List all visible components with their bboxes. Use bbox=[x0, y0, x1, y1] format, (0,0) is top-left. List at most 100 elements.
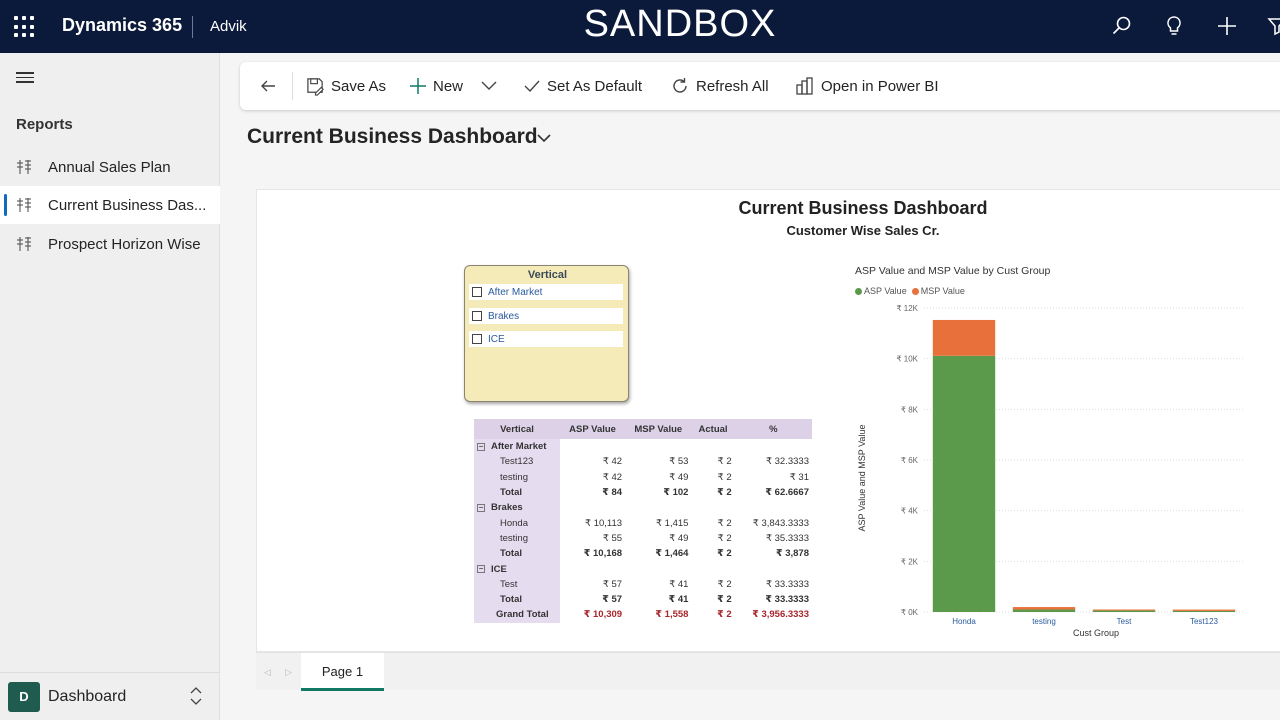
checkbox[interactable] bbox=[472, 311, 482, 321]
table-cell: ₹ 1,464 bbox=[655, 548, 689, 560]
save-as-icon bbox=[307, 77, 324, 96]
add-icon[interactable] bbox=[1215, 14, 1239, 38]
bar-asp-test bbox=[1092, 610, 1156, 612]
chart-plot: ₹ 0K ₹ 2K ₹ 4K ₹ 6K ₹ 8K ₹ 10K ₹ 12K Honda testi… bbox=[857, 304, 1244, 638]
slicer-option-brakes[interactable]: Brakes bbox=[469, 308, 623, 324]
legend-swatch-msp bbox=[911, 287, 919, 295]
chart-title: ASP Value and MSP Value by Cust Group bbox=[855, 265, 1051, 277]
row-label[interactable]: − After Market bbox=[474, 439, 560, 455]
tab-next-icon[interactable]: ▷ bbox=[285, 667, 292, 677]
report-icon bbox=[17, 160, 31, 174]
bar-msp-test123 bbox=[1172, 609, 1236, 611]
table-cell: ₹ 41 bbox=[668, 594, 689, 606]
area-switcher[interactable]: D Dashboard bbox=[0, 672, 220, 720]
chevron-down-icon[interactable] bbox=[480, 80, 498, 92]
bar-msp-honda bbox=[932, 319, 996, 356]
row-label: Test123 bbox=[474, 454, 560, 470]
set-as-default-label: Set As Default bbox=[547, 77, 643, 95]
table-cell: ₹ 10,113 bbox=[585, 517, 623, 529]
table-cell bbox=[735, 439, 812, 454]
slicer-option-label: After Market bbox=[488, 286, 543, 298]
table-cell: ₹ 2 bbox=[717, 609, 732, 621]
open-in-power-bi-label: Open in Power BI bbox=[821, 77, 939, 95]
back-arrow-icon[interactable] bbox=[260, 78, 276, 94]
set-as-default-button[interactable]: Set As Default bbox=[523, 62, 642, 110]
table-cell bbox=[560, 561, 625, 576]
brand-name[interactable]: Dynamics 365 bbox=[62, 15, 183, 35]
slicer-header: Vertical bbox=[527, 269, 568, 281]
row-label: Test bbox=[474, 576, 560, 592]
search-icon[interactable] bbox=[1110, 14, 1134, 38]
refresh-icon bbox=[673, 78, 687, 93]
table-row: − ICE bbox=[474, 561, 812, 577]
checkmark-icon bbox=[524, 80, 540, 93]
table-cell: ₹ 55 bbox=[602, 532, 623, 544]
table-cell: ₹ 2 bbox=[717, 548, 732, 560]
page-title[interactable]: Current Business Dashboard bbox=[247, 125, 538, 148]
table-cell: ₹ 10,309 bbox=[583, 609, 623, 621]
table-cell bbox=[735, 500, 812, 515]
new-button[interactable]: New bbox=[409, 62, 463, 110]
power-bi-icon bbox=[796, 77, 813, 95]
sidebar-item-label: Annual Sales Plan bbox=[48, 159, 171, 176]
environment-name[interactable]: Advik bbox=[210, 18, 247, 35]
table-cell: ₹ 2 bbox=[717, 594, 732, 606]
sidebar-item-annual-sales-plan[interactable]: Annual Sales Plan bbox=[0, 148, 220, 186]
bar-asp-test123 bbox=[1172, 610, 1236, 612]
y-tick-label: ₹ 6K bbox=[901, 456, 919, 465]
checkbox[interactable] bbox=[472, 287, 482, 297]
x-tick-label: Honda bbox=[952, 617, 976, 626]
column-header[interactable]: Actual bbox=[691, 419, 735, 439]
hamburger-menu-icon[interactable] bbox=[16, 72, 34, 84]
chevron-down-icon[interactable] bbox=[536, 132, 552, 144]
save-as-button[interactable]: Save As bbox=[306, 62, 386, 110]
collapse-icon[interactable]: − bbox=[477, 441, 485, 451]
y-tick-label: ₹ 4K bbox=[901, 507, 919, 516]
group-label: After Market bbox=[491, 441, 547, 453]
refresh-all-label: Refresh All bbox=[696, 77, 769, 95]
area-badge: D bbox=[8, 682, 40, 712]
table-cell: ₹ 84 bbox=[602, 487, 623, 499]
sidebar-item-current-business-dashboard[interactable]: Current Business Das... bbox=[0, 186, 220, 224]
row-label[interactable]: − Brakes bbox=[474, 500, 560, 516]
row-label[interactable]: − ICE bbox=[474, 561, 560, 577]
collapse-icon[interactable]: − bbox=[477, 502, 485, 512]
checkbox[interactable] bbox=[472, 334, 482, 344]
table-cell: ₹ 33.3333 bbox=[765, 594, 809, 606]
table-row: Test ₹ 57 ₹ 41 ₹ 2 ₹ 33.3333 bbox=[474, 576, 812, 592]
slicer-option-after-market[interactable]: After Market bbox=[469, 284, 623, 300]
table-row: Total ₹ 84 ₹ 102 ₹ 2 ₹ 62.6667 bbox=[474, 484, 812, 501]
column-header[interactable]: MSP Value bbox=[625, 419, 692, 439]
table-cell: ₹ 2 bbox=[717, 517, 732, 529]
chevron-up-down-icon bbox=[190, 687, 202, 705]
table-cell: ₹ 49 bbox=[669, 471, 689, 483]
filter-icon[interactable] bbox=[1266, 14, 1280, 38]
table-cell: ₹ 49 bbox=[669, 532, 689, 544]
table-row: Test123 ₹ 42 ₹ 53 ₹ 2 ₹ 32.3333 bbox=[474, 454, 812, 470]
bar-asp-honda bbox=[932, 355, 996, 612]
row-label: Total bbox=[474, 546, 560, 562]
table-cell: ₹ 35.3333 bbox=[765, 532, 809, 544]
slicer-option-label: ICE bbox=[488, 333, 505, 345]
app-launcher-icon[interactable] bbox=[14, 16, 36, 38]
column-header[interactable]: Vertical bbox=[474, 419, 560, 439]
table-row: testing ₹ 42 ₹ 49 ₹ 2 ₹ 31 bbox=[474, 469, 812, 485]
bar-msp-test bbox=[1092, 609, 1156, 611]
table-cell: ₹ 42 bbox=[602, 471, 623, 483]
column-header[interactable]: % bbox=[734, 419, 812, 439]
column-header[interactable]: ASP Value bbox=[560, 419, 626, 439]
open-in-power-bi-button[interactable]: Open in Power BI bbox=[795, 62, 939, 110]
lightbulb-icon[interactable] bbox=[1162, 14, 1186, 38]
tab-page-1[interactable]: Page 1 bbox=[301, 653, 384, 691]
refresh-all-button[interactable]: Refresh All bbox=[670, 62, 769, 110]
divider bbox=[192, 16, 193, 38]
slicer-option-ice[interactable]: ICE bbox=[469, 331, 623, 347]
table-row: Total ₹ 10,168 ₹ 1,464 ₹ 2 ₹ 3,878 bbox=[474, 546, 812, 562]
stacked-bar-chart: ASP Value and MSP Value by Cust Group AS… bbox=[849, 262, 1280, 642]
table-cell bbox=[625, 561, 691, 576]
collapse-icon[interactable]: − bbox=[477, 564, 485, 573]
row-label: Total bbox=[474, 484, 560, 501]
tab-prev-icon[interactable]: ◁ bbox=[264, 667, 271, 677]
sidebar-item-prospect-horizon-wise[interactable]: Prospect Horizon Wise bbox=[0, 225, 220, 263]
add-icon bbox=[410, 78, 426, 94]
